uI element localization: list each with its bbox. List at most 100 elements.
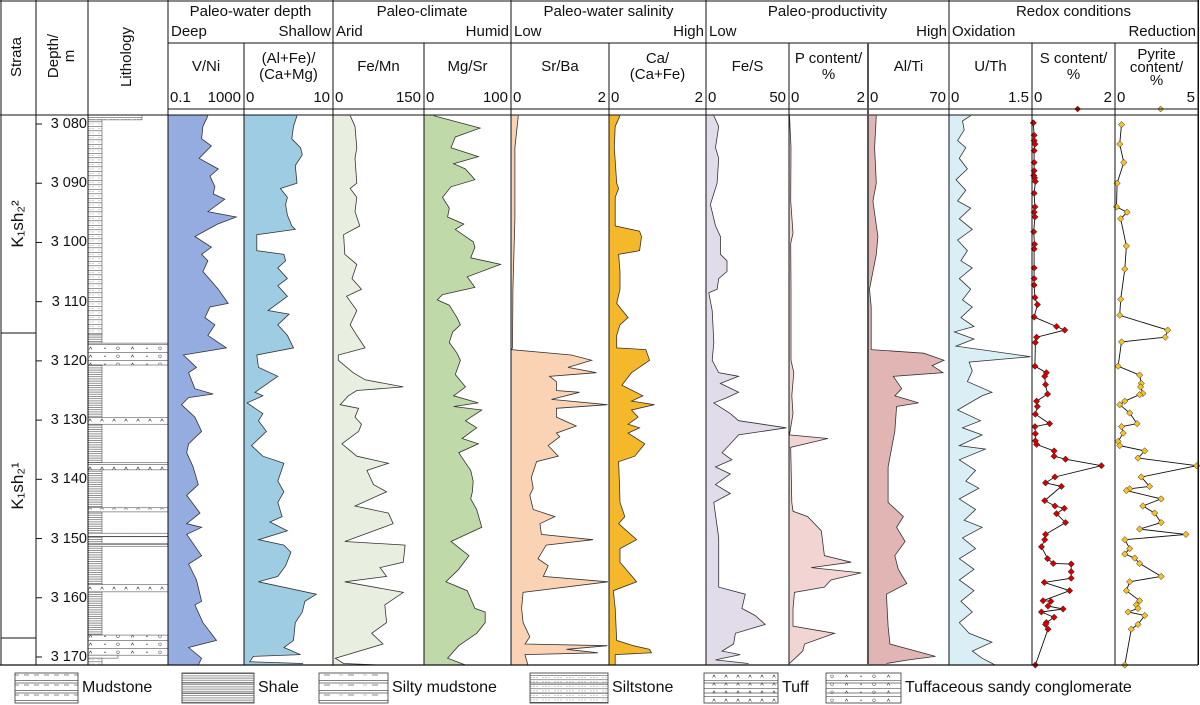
legend-label: Siltstone [612, 679, 674, 696]
data-point-marker [1182, 530, 1190, 538]
data-point-marker [1117, 423, 1126, 431]
depth-tick-label: 3 100 [50, 234, 87, 251]
depth-tick-label: 3 140 [50, 471, 87, 488]
track-max-label: 50 [769, 89, 786, 106]
data-point-marker [1046, 420, 1054, 428]
data-point-marker [1117, 121, 1126, 129]
data-point-marker [1031, 213, 1039, 221]
data-point-marker [1052, 510, 1061, 518]
strata-label: K₁sh₂² [8, 200, 27, 248]
data-point-marker [1126, 545, 1134, 553]
track-area-fill [868, 115, 944, 665]
group-left-label: Oxidation [952, 23, 1016, 40]
data-point-marker [1049, 559, 1057, 567]
group-right-label: Shallow [278, 23, 331, 40]
track-curve [510, 115, 609, 666]
group-title: Redox conditions [1015, 3, 1132, 20]
legend-swatch [14, 672, 79, 704]
data-point-marker [1119, 429, 1127, 437]
depth-tick-label: 3 150 [50, 530, 87, 547]
track-curve [612, 115, 655, 665]
data-point-marker [1047, 597, 1055, 605]
data-point-marker [1120, 158, 1128, 167]
data-point-marker [1117, 215, 1125, 223]
track-curve [334, 115, 406, 666]
data-point-marker [1131, 554, 1139, 562]
track-label: Al/Ti [893, 58, 924, 75]
data-point-marker [1151, 509, 1159, 517]
track-curve [246, 115, 318, 664]
track-label: S content/ % [1039, 50, 1108, 83]
track-1 [168, 115, 238, 666]
depth-tick-label: 3 130 [50, 412, 87, 429]
group-right-label: Humid [465, 23, 509, 40]
data-point-marker [1134, 604, 1142, 612]
data-point-marker [1136, 371, 1144, 379]
data-point-marker [1122, 487, 1130, 495]
track-curve [708, 115, 787, 664]
depth-tick-label: 3 120 [50, 352, 87, 369]
data-point-marker [1157, 518, 1165, 527]
legend-swatch [703, 672, 779, 704]
data-point-marker [1033, 440, 1041, 448]
data-point-marker [1117, 295, 1125, 303]
data-point-marker [1124, 608, 1132, 616]
depth-tick-label: 3 110 [51, 293, 87, 310]
data-point-marker [1037, 608, 1046, 616]
data-point-marker [1117, 338, 1126, 346]
data-point-marker [1051, 502, 1059, 510]
data-point-marker [1052, 322, 1061, 331]
track-3 [333, 115, 406, 666]
track-label: P content/ % [794, 50, 863, 83]
data-point-marker [1033, 301, 1041, 309]
data-point-marker [1123, 208, 1131, 216]
data-point-marker [1041, 381, 1050, 389]
data-point-marker [1157, 495, 1165, 503]
data-point-marker [1059, 605, 1067, 613]
data-point-marker [1067, 560, 1075, 568]
legend-item-tuff [703, 672, 779, 704]
group-left-label: Arid [336, 23, 363, 40]
track-area-fill [789, 115, 862, 665]
track-label: Sr/Ba [541, 58, 579, 75]
track-curve [433, 115, 503, 666]
data-point-marker [1066, 587, 1074, 595]
data-point-marker [1133, 420, 1141, 428]
track-curve [869, 115, 946, 664]
data-point-marker [1121, 550, 1129, 558]
track-area-fill [168, 115, 237, 665]
legend-swatch [318, 672, 389, 704]
track-max-label: 70 [929, 89, 946, 106]
track-11 [1029, 119, 1105, 669]
group-right-label: High [673, 23, 704, 40]
track-6 [609, 115, 655, 665]
track-area-fill [949, 115, 1031, 665]
data-point-marker [1116, 401, 1124, 409]
data-point-marker [1137, 383, 1145, 391]
data-point-marker [1031, 410, 1039, 418]
depth-tick-label: 3 160 [50, 589, 87, 606]
data-point-marker [1141, 447, 1149, 455]
track-curve [180, 115, 238, 666]
legend-label: Tuff [782, 679, 809, 696]
legend-swatch [181, 672, 255, 704]
data-point-marker [1050, 452, 1058, 460]
track-5 [510, 115, 609, 666]
data-point-marker [1116, 311, 1124, 319]
track-max-label: 5 [1186, 89, 1195, 106]
track-min-label: 0 [1117, 89, 1126, 106]
track-area-fill [706, 115, 787, 665]
lithology-header: Lithology [118, 26, 135, 88]
track-label: Mg/Sr [447, 58, 488, 75]
track-min-label: 0.1 [170, 89, 191, 106]
data-point-marker [1040, 578, 1048, 586]
legend-label: Shale [258, 679, 299, 696]
data-point-marker [1116, 140, 1124, 148]
data-point-marker [1031, 362, 1039, 370]
data-point-marker [1057, 482, 1065, 490]
data-point-marker [1039, 597, 1047, 605]
data-point-marker [1031, 338, 1039, 347]
